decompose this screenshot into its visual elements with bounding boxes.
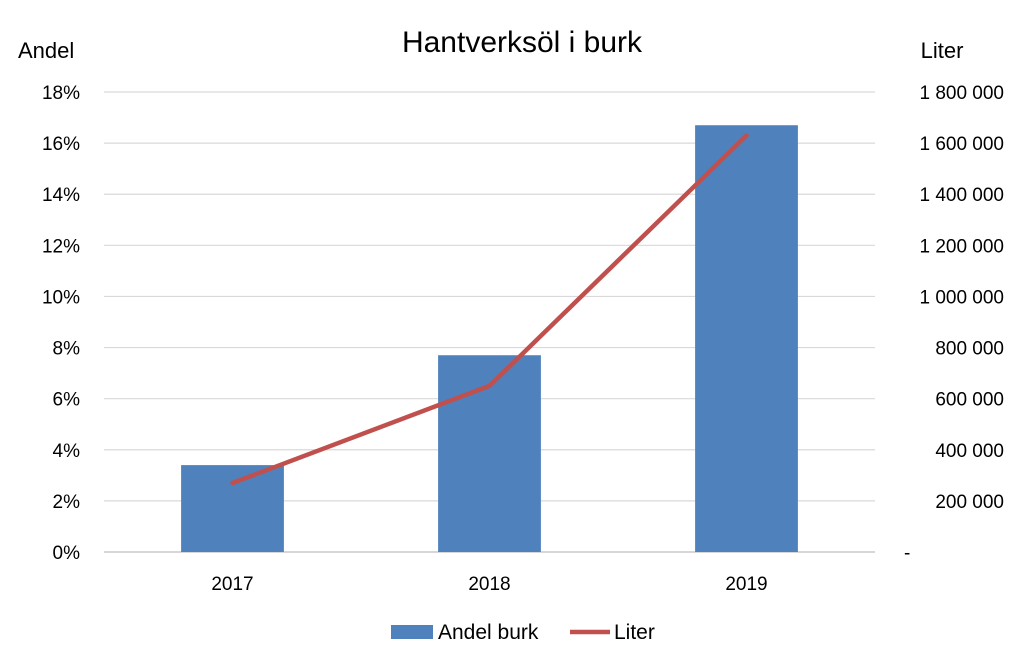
legend-bar-label: Andel burk <box>438 621 539 644</box>
left-tick-label: 2% <box>53 492 81 513</box>
legend-bar-swatch <box>391 625 433 639</box>
x-tick-label: 2017 <box>211 574 253 595</box>
left-tick-label: 4% <box>53 441 81 462</box>
left-tick-label: 14% <box>42 185 80 206</box>
left-tick-label: 10% <box>42 287 80 308</box>
legend-line-label: Liter <box>614 621 655 644</box>
bar-series <box>181 125 798 552</box>
legend: Andel burk Liter <box>391 621 655 644</box>
x-tick-label: 2019 <box>725 574 767 595</box>
chart-title: Hantverksöl i burk <box>402 26 643 59</box>
bar-andel-burk <box>181 465 284 552</box>
bar-andel-burk <box>695 125 798 552</box>
left-tick-label: 18% <box>42 83 80 104</box>
right-tick-label: 1 200 000 <box>919 236 1004 257</box>
right-tick-label: 1 800 000 <box>919 83 1004 104</box>
left-tick-label: 0% <box>53 543 81 564</box>
x-tick-label: 2018 <box>468 574 510 595</box>
left-tick-label: 6% <box>53 390 81 411</box>
right-tick-label: 1 000 000 <box>919 287 1004 308</box>
left-axis-title: Andel <box>18 38 74 63</box>
right-tick-label: 1 400 000 <box>919 185 1004 206</box>
right-tick-label: - <box>904 543 910 564</box>
left-tick-label: 12% <box>42 236 80 257</box>
right-tick-label: 800 000 <box>935 339 1004 360</box>
right-tick-label: 1 600 000 <box>919 134 1004 155</box>
right-tick-label: 600 000 <box>935 390 1004 411</box>
left-tick-label: 8% <box>53 339 81 360</box>
right-axis-title: Liter <box>921 38 964 63</box>
left-tick-label: 16% <box>42 134 80 155</box>
right-tick-label: 400 000 <box>935 441 1004 462</box>
right-tick-label: 200 000 <box>935 492 1004 513</box>
